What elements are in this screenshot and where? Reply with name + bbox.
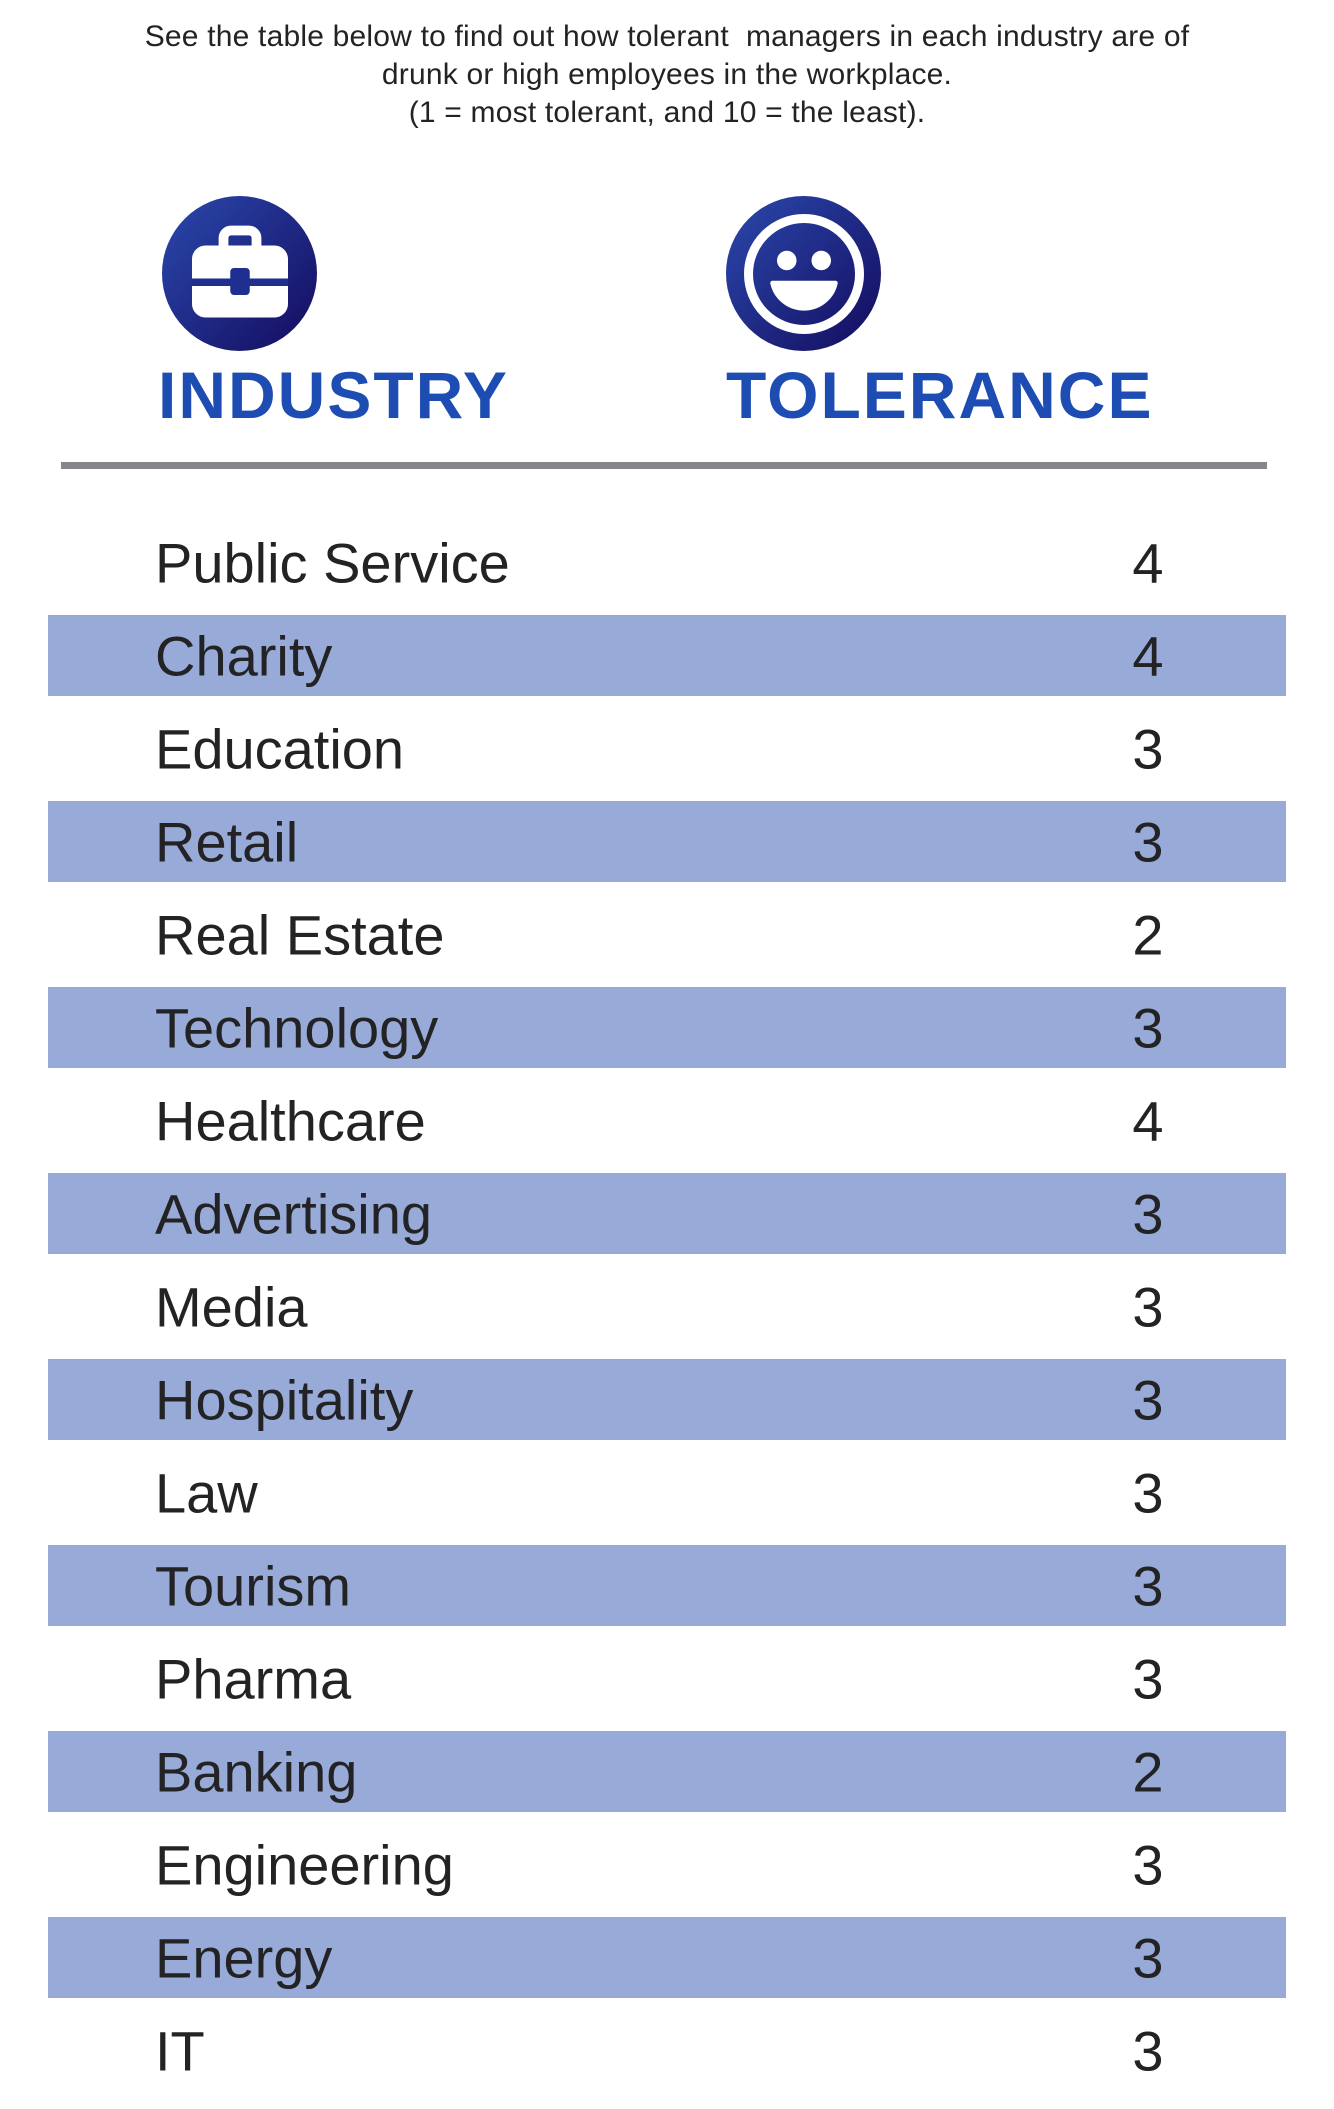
tolerance-cell: 4: [1132, 531, 1164, 594]
tolerance-cell: 3: [1132, 2019, 1164, 2082]
industry-cell: Public Service: [155, 531, 510, 594]
intro-line-2: drunk or high employees in the workplace…: [381, 58, 953, 91]
table-row: Charity 4: [0, 609, 1334, 702]
tolerance-cell: 3: [1132, 810, 1164, 873]
tolerance-column-label: TOLERANCE: [726, 358, 1154, 432]
industry-cell: IT: [155, 2019, 205, 2082]
table-row: Real Estate 2: [0, 888, 1334, 981]
industry-cell: Retail: [155, 810, 299, 873]
industry-cell: Media: [155, 1275, 308, 1338]
table-row: Advertising 3: [0, 1167, 1334, 1260]
tolerance-cell: 3: [1132, 717, 1164, 780]
table-row: Healthcare 4: [0, 1074, 1334, 1167]
industry-cell: Energy: [155, 1926, 333, 1989]
tolerance-cell: 3: [1132, 1926, 1164, 1989]
industry-column-header: INDUSTRY: [158, 196, 509, 433]
table-row: Education 3: [0, 702, 1334, 795]
header-divider: [61, 462, 1267, 469]
tolerance-cell: 3: [1132, 1275, 1164, 1338]
tolerance-cell: 2: [1132, 1740, 1164, 1803]
tolerance-cell: 4: [1132, 1089, 1164, 1152]
industry-cell: Charity: [155, 624, 333, 687]
tolerance-cell: 3: [1132, 996, 1164, 1059]
intro-text: See the table below to find out how tole…: [0, 18, 1334, 132]
industry-cell: Technology: [155, 996, 439, 1059]
intro-line-3: (1 = most tolerant, and 10 = the least).: [408, 96, 926, 129]
industry-column-label: INDUSTRY: [158, 358, 509, 432]
smiley-face-icon: [726, 196, 881, 351]
table-row: Retail 3: [0, 795, 1334, 888]
table-row: Media 3: [0, 1260, 1334, 1353]
table-row: Public Service 4: [0, 516, 1334, 609]
industry-cell: Healthcare: [155, 1089, 426, 1152]
table-row: Engineering 3: [0, 1818, 1334, 1911]
table-row: Pharma 3: [0, 1632, 1334, 1725]
tolerance-cell: 3: [1132, 1368, 1164, 1431]
industry-cell: Banking: [155, 1740, 358, 1803]
industry-cell: Law: [155, 1461, 258, 1524]
table-row: IT 3: [0, 2004, 1334, 2097]
tolerance-cell: 3: [1132, 1461, 1164, 1524]
industry-cell: Engineering: [155, 1833, 454, 1896]
industry-cell: Pharma: [155, 1647, 352, 1710]
industry-cell: Hospitality: [155, 1368, 414, 1431]
tolerance-column-header: TOLERANCE: [726, 196, 1153, 433]
tolerance-cell: 2: [1132, 903, 1164, 966]
tolerance-cell: 3: [1132, 1647, 1164, 1710]
tolerance-cell: 3: [1132, 1182, 1164, 1245]
table-row: Tourism 3: [0, 1539, 1334, 1632]
intro-line-1: See the table below to find out how tole…: [144, 20, 1190, 53]
tolerance-cell: 3: [1132, 1554, 1164, 1617]
table-row: Hospitality 3: [0, 1353, 1334, 1446]
table-row: Technology 3: [0, 981, 1334, 1074]
briefcase-icon: [162, 196, 317, 351]
industry-cell: Advertising: [155, 1182, 433, 1245]
industry-cell: Tourism: [155, 1554, 352, 1617]
industry-cell: Real Estate: [155, 903, 445, 966]
tolerance-table: Public Service 4 Charity 4 Education 3 Retail 3…: [0, 516, 1334, 2097]
tolerance-cell: 3: [1132, 1833, 1164, 1896]
table-row: Energy 3: [0, 1911, 1334, 2004]
table-row: Law 3: [0, 1446, 1334, 1539]
table-row: Banking 2: [0, 1725, 1334, 1818]
tolerance-cell: 4: [1132, 624, 1164, 687]
industry-cell: Education: [155, 717, 405, 780]
